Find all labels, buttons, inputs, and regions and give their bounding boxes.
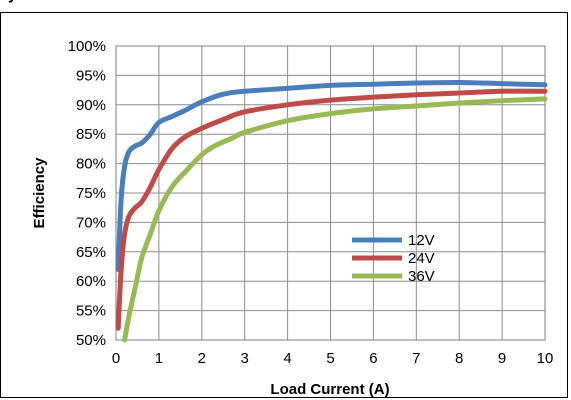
x-tick-label: 4 xyxy=(283,350,291,367)
plot-area-border xyxy=(115,45,546,341)
y-tick-labels: 50% 55% 60% 65% 70% 75% 80% 85% 90% 95% 100% xyxy=(68,38,106,349)
y-axis-title: Efficiency xyxy=(31,157,48,229)
y-tick-label: 100% xyxy=(68,38,106,55)
chart-frame xyxy=(0,12,568,398)
x-tick-label: 9 xyxy=(498,350,506,367)
x-tick-label: 3 xyxy=(241,350,249,367)
y-tick-label: 65% xyxy=(76,244,106,261)
x-axis-title: Load Current (A) xyxy=(270,381,389,398)
y-tick-label: 85% xyxy=(76,126,106,143)
y-tick-label: 80% xyxy=(76,156,106,173)
y-tick-label: 60% xyxy=(76,273,106,290)
legend-label-36v: 36V xyxy=(408,268,435,285)
y-tick-label: 75% xyxy=(76,185,106,202)
x-tick-label: 10 xyxy=(537,350,554,367)
y-tick-label: 70% xyxy=(76,214,106,231)
legend-label-12v: 12V xyxy=(408,232,435,249)
y-tick-label: 50% xyxy=(76,332,106,349)
series-line-12v xyxy=(115,79,548,272)
x-tick-label: 8 xyxy=(455,350,463,367)
y-tick-label: 55% xyxy=(76,303,106,320)
x-tick-labels: 0 1 2 3 4 5 6 7 8 9 10 xyxy=(112,350,554,367)
y-tick-label: 95% xyxy=(76,67,106,84)
x-tick-label: 5 xyxy=(326,350,334,367)
x-tick-label: 0 xyxy=(112,350,120,367)
page-title: y xyxy=(8,0,17,4)
y-tick-label: 90% xyxy=(76,97,106,114)
x-tick-label: 2 xyxy=(198,350,206,367)
series-line-36v xyxy=(122,96,548,343)
x-tick-label: 1 xyxy=(155,350,163,367)
x-tick-label: 7 xyxy=(412,350,420,367)
series-lines xyxy=(115,79,548,343)
x-tick-label: 6 xyxy=(369,350,377,367)
series-line-24v xyxy=(115,88,548,331)
legend-label-24v: 24V xyxy=(408,250,435,267)
